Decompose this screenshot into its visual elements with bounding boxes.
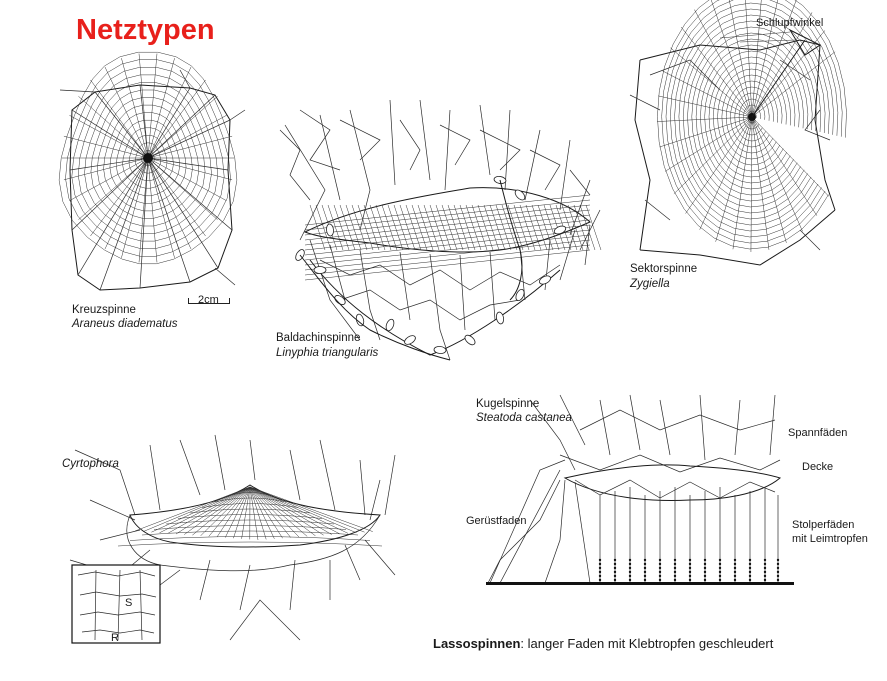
dome-web-cyrtophora (69, 434, 396, 641)
baldachinspinne-label: Baldachinspinne (276, 332, 361, 344)
sector-web-zygiella (629, 0, 847, 266)
geruestfaden-label: Gerüstfaden (466, 515, 527, 527)
scale-label: 2cm (198, 294, 219, 306)
sektorspinne-label: Sektorspinne (630, 263, 698, 275)
sektorspinne-species: Zygiella (630, 278, 670, 290)
decke-label: Decke (802, 461, 834, 473)
kreuzspinne-species: Araneus diadematus (72, 318, 178, 330)
kugelspinne-label: Kugelspinne (476, 398, 540, 410)
stolperfaeden-label: Stolperfäden mit Leimtropfen (792, 519, 868, 545)
sheet-web-baldachinspinne (279, 99, 602, 361)
kreuzspinne-label: Kreuzspinne (72, 304, 136, 316)
cyrtophora-inset (71, 564, 161, 644)
caption-rest: : langer Faden mit Klebtropfen geschleud… (520, 636, 774, 651)
caption-bold: Lassospinnen (433, 636, 521, 651)
orb-web-kreuzspinne (58, 51, 246, 291)
page-title: Netztypen (76, 14, 215, 46)
schlupfwinkel-label: Schlupfwinkel (756, 17, 824, 29)
lasso-caption: Lassospinnen: langer Faden mit Klebtropf… (433, 636, 773, 651)
inset-label-r: R (111, 632, 119, 644)
tangle-web-steatoda (486, 394, 794, 585)
kugelspinne-species: Steatoda castanea (476, 412, 572, 424)
cyrtophora-label: Cyrtophora (62, 458, 119, 470)
inset-label-s: S (125, 597, 133, 609)
baldachinspinne-species: Linyphia triangularis (276, 347, 379, 359)
spannfaeden-label: Spannfäden (788, 427, 848, 439)
scale-bar (188, 298, 230, 304)
